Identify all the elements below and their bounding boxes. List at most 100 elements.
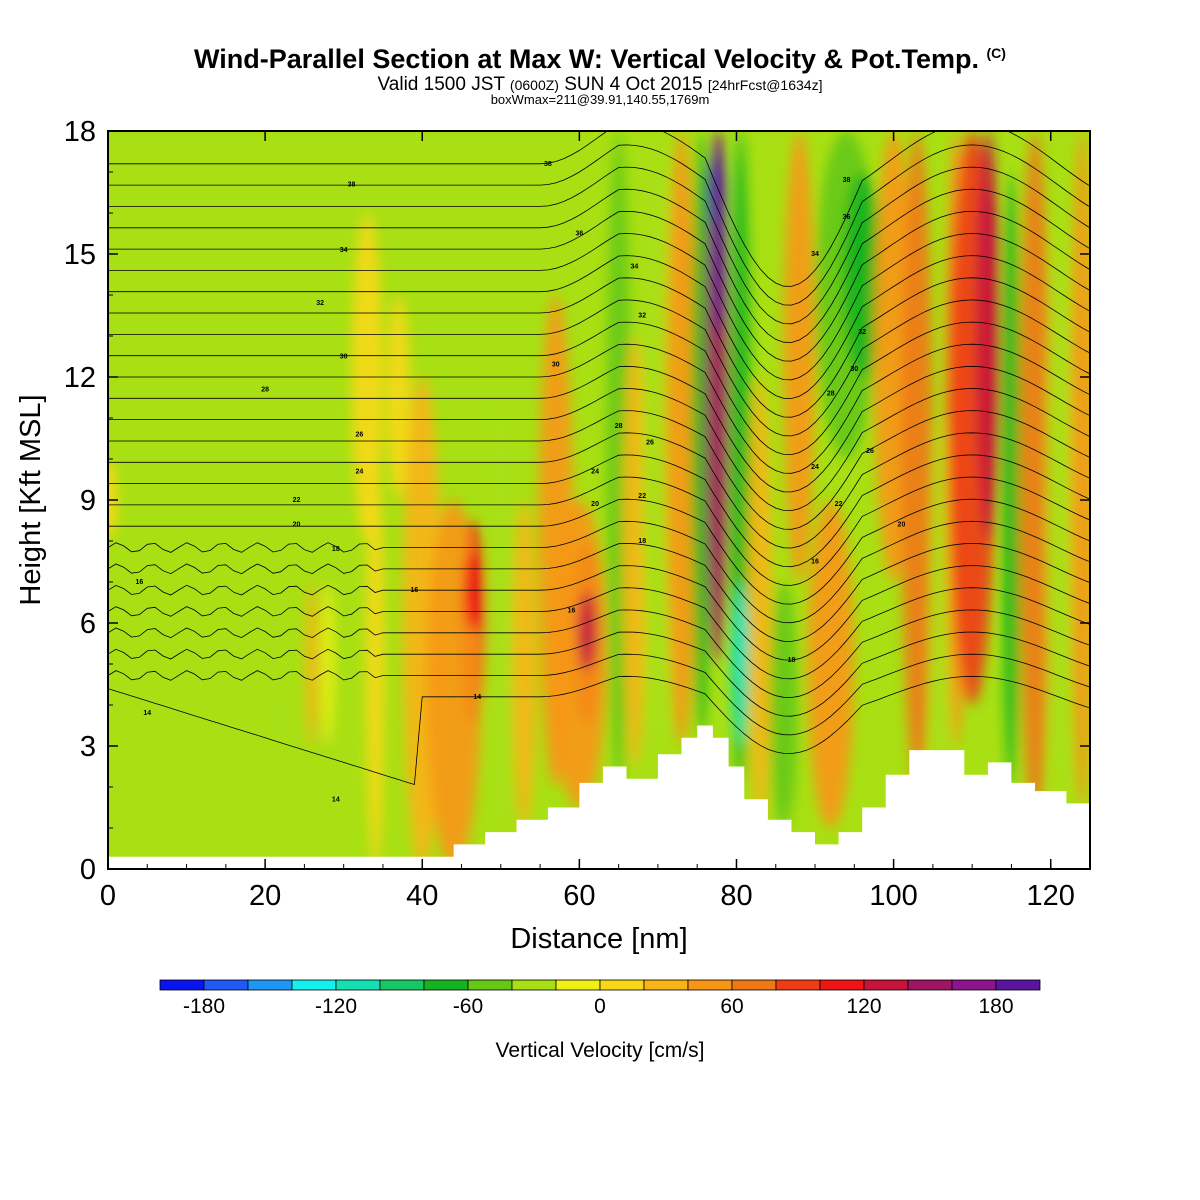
contour-label: 22 — [293, 497, 301, 504]
contour-label: 14 — [473, 694, 481, 701]
theta-contour-line — [108, 188, 1090, 343]
colorbar-swatch — [511, 979, 557, 991]
colorbar-swatch — [819, 979, 865, 991]
velocity-band — [622, 336, 647, 767]
contour-label: 36 — [843, 214, 851, 221]
colorbar-swatch — [907, 979, 953, 991]
contour-label: 24 — [355, 468, 363, 475]
theta-contour-line — [108, 210, 1090, 362]
velocity-band — [551, 500, 607, 808]
theta-contour-line — [108, 166, 1090, 325]
colorbar-swatch — [159, 979, 205, 991]
colorbar-swatch — [203, 979, 249, 991]
colorbar-swatch — [995, 979, 1041, 991]
theta-contour-line — [108, 432, 1090, 549]
theta-contour-line — [108, 233, 1090, 381]
velocity-band — [807, 500, 855, 828]
chart-title-text: Wind-Parallel Section at Max W: Vertical… — [194, 44, 979, 74]
colorbar-title: Vertical Velocity [cm/s] — [496, 1039, 705, 1062]
box-info: boxWmax=211@39.91,140.55,1769m — [490, 92, 710, 107]
contour-label: 24 — [811, 464, 819, 471]
x-tick-label: 20 — [249, 880, 281, 912]
y-tick-label: 9 — [80, 485, 96, 517]
colorbar-tick-label: 180 — [978, 995, 1013, 1018]
contour-label: 30 — [340, 354, 348, 361]
velocity-band — [783, 131, 816, 582]
velocity-band — [1002, 172, 1021, 787]
contour-label: 34 — [630, 263, 638, 270]
colorbar-swatch — [687, 979, 733, 991]
colorbar-swatch — [951, 979, 997, 991]
velocity-band — [748, 377, 772, 828]
theta-contour-line — [108, 365, 1090, 493]
x-tick-label: 120 — [1027, 880, 1075, 912]
x-axis-title: Distance [nm] — [510, 923, 687, 955]
velocity-feature — [731, 603, 750, 684]
theta-contour-line — [108, 388, 1090, 512]
contour-label: 16 — [410, 587, 418, 594]
x-axis: 0 20 40 60 80 100 120 — [100, 131, 1091, 912]
theta-contour-line — [108, 543, 1090, 642]
colorbar-swatch — [247, 979, 293, 991]
velocity-band — [274, 582, 288, 746]
velocity-feature — [707, 152, 726, 233]
colorbar-swatch — [379, 979, 425, 991]
velocity-band — [642, 131, 674, 767]
y-tick-label: 15 — [64, 239, 96, 271]
contour-label: 30 — [552, 362, 560, 369]
contour-label: 20 — [591, 501, 599, 508]
colorbar-swatch — [423, 979, 469, 991]
colorbar-tick-label: 60 — [720, 995, 743, 1018]
theta-contour-line — [108, 675, 1090, 786]
theta-contour-line — [108, 653, 1090, 736]
velocity-band — [665, 131, 698, 746]
theta-contour-line — [108, 410, 1090, 530]
velocity-band — [901, 131, 933, 787]
theta-contour-line — [108, 255, 1090, 399]
colorbar-swatch — [863, 979, 909, 991]
colorbar-tick-labels: -180 -120 -60 0 60 120 180 — [183, 995, 1014, 1018]
velocity-feature — [978, 193, 997, 274]
terrain — [108, 725, 1090, 869]
contour-label: 22 — [835, 501, 843, 508]
colorbar-swatch — [335, 979, 381, 991]
theta-contour-line — [108, 299, 1090, 437]
velocity-band — [512, 500, 537, 828]
theta-contours — [108, 131, 1090, 786]
theta-contour-line — [108, 565, 1090, 661]
velocity-band — [365, 459, 385, 869]
velocity-band — [769, 582, 798, 828]
colorbar-swatch — [555, 979, 601, 991]
y-tick-label: 0 — [80, 854, 96, 886]
contour-label: 16 — [811, 559, 819, 566]
colorbar-swatch — [467, 979, 513, 991]
contour-label: 18 — [332, 546, 340, 553]
colorbar-swatch — [599, 979, 645, 991]
contour-label: 16 — [136, 579, 144, 586]
contour-label: 26 — [646, 440, 654, 447]
theta-contour-line — [108, 321, 1090, 456]
contour-label: 28 — [827, 390, 835, 397]
contour-label: 22 — [638, 493, 646, 500]
velocity-band — [1019, 131, 1051, 828]
contour-label: 20 — [898, 522, 906, 529]
velocity-band — [305, 582, 319, 746]
velocity-band — [1046, 213, 1071, 828]
x-tick-label: 40 — [406, 880, 438, 912]
contour-label: 32 — [858, 329, 866, 336]
theta-contour-line — [108, 587, 1090, 680]
y-tick-label: 12 — [64, 362, 96, 394]
contour-label: 26 — [355, 431, 363, 438]
contour-label: 34 — [811, 251, 819, 258]
colorbar — [159, 979, 1041, 991]
velocity-band — [386, 295, 411, 500]
theta-contour-line — [108, 609, 1090, 698]
theta-contour-line — [108, 476, 1090, 586]
contour-label: 38 — [348, 181, 356, 188]
contour-label: 14 — [332, 796, 340, 803]
theta-contour-line — [108, 343, 1090, 474]
contour-label: 20 — [293, 522, 301, 529]
contour-label: 30 — [850, 366, 858, 373]
contour-label: 28 — [615, 423, 623, 430]
